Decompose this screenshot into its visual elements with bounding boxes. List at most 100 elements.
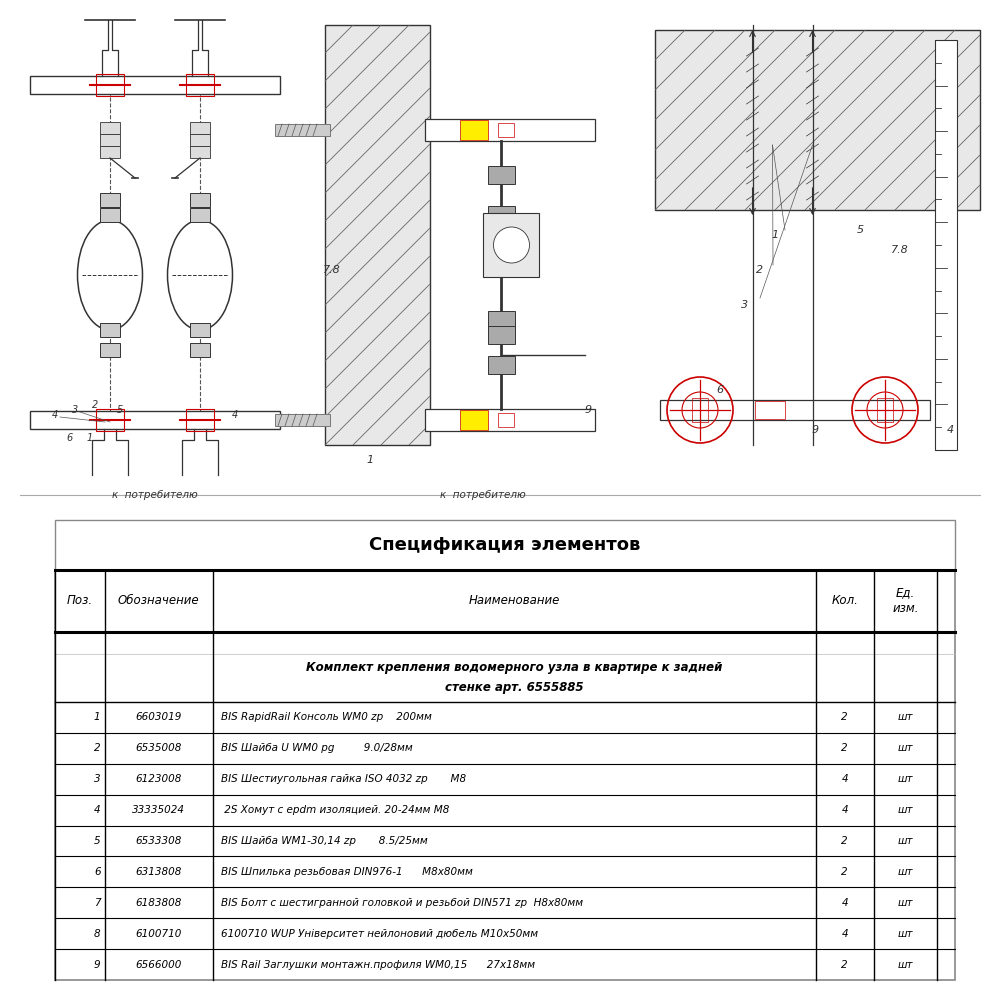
Bar (755, 401, 784, 419)
Bar (488, 206, 514, 224)
Bar (30, 76, 280, 94)
Text: 2: 2 (841, 743, 848, 753)
Text: стенке арт. 6555885: стенке арт. 6555885 (445, 682, 583, 694)
Bar (100, 323, 120, 337)
Bar (935, 40, 957, 450)
Text: BIS RapidRail Консоль WM0 zp    200мм: BIS RapidRail Консоль WM0 zp 200мм (221, 712, 431, 722)
Text: шт: шт (898, 929, 913, 939)
Text: Кол.: Кол. (831, 594, 858, 607)
Bar (55, 520, 955, 570)
Text: 9: 9 (94, 960, 100, 970)
Text: 4: 4 (52, 410, 58, 420)
Bar (100, 208, 120, 222)
Text: шт: шт (898, 960, 913, 970)
Text: Наименование: Наименование (468, 594, 560, 607)
Text: 9: 9 (811, 425, 819, 435)
Text: 3: 3 (741, 300, 749, 310)
Text: 4: 4 (94, 805, 100, 815)
Bar (30, 411, 280, 429)
Bar (692, 398, 708, 422)
Text: шт: шт (898, 774, 913, 784)
Bar (483, 213, 538, 277)
Text: 2: 2 (94, 743, 100, 753)
Text: 4: 4 (841, 929, 848, 939)
Text: 1: 1 (771, 230, 779, 240)
Text: 5: 5 (117, 405, 123, 415)
Circle shape (493, 227, 530, 263)
Text: Комплект крепления водомерного узла в квартире к задней: Комплект крепления водомерного узла в кв… (306, 662, 722, 674)
Text: Спецификация элементов: Спецификация элементов (369, 536, 641, 554)
Text: 6: 6 (67, 433, 73, 443)
Bar (275, 124, 330, 136)
Text: 6535008: 6535008 (135, 743, 182, 753)
Bar (186, 409, 214, 431)
Bar (96, 409, 124, 431)
Text: 4: 4 (232, 410, 238, 420)
Bar (100, 122, 120, 134)
Text: 6123008: 6123008 (135, 774, 182, 784)
Bar (488, 166, 514, 184)
Bar (460, 410, 488, 430)
Text: шт: шт (898, 712, 913, 722)
Text: 1: 1 (94, 712, 100, 722)
Bar (488, 251, 514, 269)
Bar (100, 193, 120, 207)
Text: 7.8: 7.8 (323, 265, 341, 275)
Bar (55, 570, 955, 980)
Text: 5: 5 (94, 836, 100, 846)
Text: 2: 2 (841, 867, 848, 877)
Text: Ед.
изм.: Ед. изм. (892, 586, 919, 615)
Bar (190, 134, 210, 146)
Bar (488, 326, 514, 344)
Text: 6: 6 (94, 867, 100, 877)
Bar (655, 30, 980, 210)
Text: BIS Шестиугольная гайка ISO 4032 zp       M8: BIS Шестиугольная гайка ISO 4032 zp M8 (221, 774, 466, 784)
Bar (275, 414, 330, 426)
Bar (660, 400, 930, 420)
Text: BIS Rail Заглушки монтажн.профиля WM0,15      27x18мм: BIS Rail Заглушки монтажн.профиля WM0,15… (221, 960, 535, 970)
Text: шт: шт (898, 898, 913, 908)
Text: шт: шт (898, 743, 913, 753)
Text: 1: 1 (366, 455, 374, 465)
Bar (498, 413, 514, 427)
Text: 1: 1 (87, 433, 93, 443)
Text: 7: 7 (94, 898, 100, 908)
Text: 6: 6 (716, 385, 724, 395)
Bar (96, 74, 124, 96)
Text: 5: 5 (856, 225, 864, 235)
Text: BIS Болт с шестигранной головкой и резьбой DIN571 zp  H8x80мм: BIS Болт с шестигранной головкой и резьб… (221, 898, 583, 908)
Text: 7.8: 7.8 (891, 245, 909, 255)
Bar (100, 343, 120, 357)
Text: 2S Хомут с epdm изоляцией. 20-24мм M8: 2S Хомут с epdm изоляцией. 20-24мм M8 (221, 805, 449, 815)
Bar (190, 193, 210, 207)
Bar (488, 356, 514, 374)
Text: к  потребителю: к потребителю (112, 490, 198, 500)
Text: 6566000: 6566000 (135, 960, 182, 970)
Text: 4: 4 (841, 805, 848, 815)
Text: 3: 3 (94, 774, 100, 784)
Bar (425, 409, 595, 431)
Bar (10, 5, 990, 495)
Ellipse shape (168, 220, 232, 330)
Text: к  потребителю: к потребителю (440, 490, 525, 500)
Text: 6533308: 6533308 (135, 836, 182, 846)
Text: 2: 2 (756, 265, 764, 275)
Bar (186, 74, 214, 96)
Text: 3: 3 (72, 405, 78, 415)
Bar (100, 134, 120, 146)
Ellipse shape (78, 220, 143, 330)
Bar (190, 146, 210, 158)
Bar (100, 146, 120, 158)
Bar (190, 208, 210, 222)
Bar (190, 323, 210, 337)
Bar (425, 119, 595, 141)
Text: 2: 2 (841, 712, 848, 722)
Bar (877, 398, 893, 422)
Text: шт: шт (898, 805, 913, 815)
Text: 8: 8 (94, 929, 100, 939)
Text: 6183808: 6183808 (135, 898, 182, 908)
Text: BIS Шайба U WM0 pg         9.0/28мм: BIS Шайба U WM0 pg 9.0/28мм (221, 743, 412, 753)
Text: Обозначение: Обозначение (118, 594, 199, 607)
Text: шт: шт (898, 867, 913, 877)
Text: BIS Шайба WM1-30,14 zp       8.5/25мм: BIS Шайба WM1-30,14 zp 8.5/25мм (221, 836, 427, 846)
